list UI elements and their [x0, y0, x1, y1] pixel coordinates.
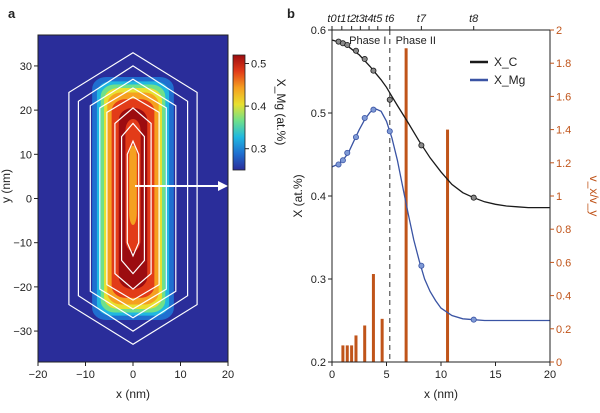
b-rtick-label: 0.8 [556, 224, 571, 236]
series-marker-1 [361, 114, 368, 121]
colorbar-tick-label: 0.3 [251, 144, 266, 156]
time-tick-label: t6 [385, 13, 395, 25]
series-marker-0 [470, 194, 477, 201]
heatmap-area [38, 35, 228, 362]
series-marker-0 [418, 142, 425, 149]
colorbar-label: X_Mg (at.%) [274, 79, 288, 146]
time-tick-label: t0 [327, 13, 337, 25]
nanowire-outline-5 [114, 107, 152, 290]
velocity-bar [446, 129, 450, 362]
phase-i-label: Phase I [349, 35, 386, 47]
colorbar-tick-label: 0.5 [251, 59, 266, 71]
b-xtick-label: 5 [383, 369, 389, 381]
colorbar-tick-label: 0.4 [251, 101, 266, 113]
b-ytick-label: 0.6 [311, 25, 326, 37]
b-xtick-label: 15 [489, 369, 501, 381]
b-xtick-label: 10 [435, 369, 447, 381]
b-ytick-label: 0.2 [311, 357, 326, 369]
a-xtick-label: 10 [174, 369, 186, 381]
phase-ii-label: Phase II [396, 35, 436, 47]
b-rtick-label: 1.6 [556, 91, 571, 103]
velocity-bar [354, 335, 358, 362]
legend-label-xc: X_C [494, 55, 518, 69]
series-marker-0 [344, 41, 351, 48]
colorbar-gradient [232, 54, 246, 171]
legend-label-xmg: X_Mg [494, 73, 525, 87]
profile-arrow [135, 181, 228, 191]
a-ytick-label: −30 [13, 326, 32, 338]
a-ytick-label: 30 [20, 61, 32, 73]
a-xtick-label: 20 [222, 369, 234, 381]
panel-b-ylabel: X (at.%) [291, 174, 305, 217]
panel-b-label: b [287, 6, 295, 21]
velocity-bar [350, 345, 354, 362]
b-ytick-label: 0.5 [311, 108, 326, 120]
series-marker-0 [370, 67, 377, 74]
b-rtick-label: 0.4 [556, 291, 571, 303]
nanowire-outline-6 [120, 122, 145, 275]
velocity-bar [371, 274, 375, 362]
a-xtick-label: 0 [130, 369, 136, 381]
b-xtick-label: 0 [329, 369, 335, 381]
a-ytick-label: −20 [13, 282, 32, 294]
series-marker-1 [344, 149, 351, 156]
time-tick-label: t7 [417, 13, 427, 25]
b-ytick-label: 0.4 [311, 191, 326, 203]
b-rtick-label: 0.6 [556, 257, 571, 269]
b-ytick-label: 0.3 [311, 274, 326, 286]
colorbar: 0.5 0.4 0.3 X_Mg (at.%) [232, 54, 288, 171]
time-tick-label: t2 [347, 13, 356, 25]
a-ytick-label: 20 [20, 105, 32, 117]
nanowire-outline-0 [68, 51, 198, 346]
series-marker-0 [361, 56, 368, 63]
b-rtick-label: 0.2 [556, 324, 571, 336]
series-marker-1 [335, 161, 342, 168]
b-rtick-label: 1.2 [556, 158, 571, 170]
panel-a-label: a [8, 6, 16, 21]
time-tick-label: t1 [337, 13, 346, 25]
velocity-bar [341, 345, 345, 362]
series-line-1 [331, 108, 550, 322]
time-tick-label: t5 [373, 13, 383, 25]
b-rtick-label: 2 [556, 25, 562, 37]
panel-b-ylabel-right: v_x/v_y [587, 176, 600, 217]
b-rtick-label: 1.8 [556, 58, 571, 70]
a-ytick-label: 10 [20, 149, 32, 161]
series-marker-1 [386, 128, 393, 135]
nanowire-outline-3 [99, 87, 167, 310]
panel-b-xlabel: x (nm) [424, 387, 458, 401]
time-tick-label: t8 [469, 13, 479, 25]
legend: X_C X_Mg [470, 55, 525, 87]
b-rtick-label: 0 [556, 357, 562, 369]
series-marker-1 [339, 157, 346, 164]
b-rtick-label: 1.4 [556, 125, 571, 137]
b-xtick-label: 20 [544, 369, 556, 381]
panel-a-ylabel: y (nm) [0, 169, 13, 203]
a-ytick-label: 0 [26, 194, 32, 206]
velocity-bar [380, 318, 384, 362]
panel-a-xlabel: x (nm) [116, 387, 150, 401]
nanowire-outline-4 [106, 96, 160, 301]
series-marker-0 [386, 96, 393, 103]
velocity-bar [345, 345, 349, 362]
time-tick-label: t4 [364, 13, 373, 25]
a-ytick-label: −10 [13, 238, 32, 250]
series-marker-1 [470, 316, 477, 323]
nanowire-outline-1 [77, 65, 189, 332]
heatmap-layer-8 [129, 145, 137, 226]
series-marker-0 [352, 47, 359, 54]
a-xtick-label: −20 [29, 369, 48, 381]
velocity-bar [363, 325, 367, 362]
time-tick-label: t3 [356, 13, 366, 25]
series-marker-1 [418, 262, 425, 269]
series-marker-1 [370, 106, 377, 113]
series-marker-1 [352, 134, 359, 141]
nanowire-outline-2 [89, 78, 177, 319]
a-xtick-label: −10 [76, 369, 95, 381]
b-rtick-label: 1 [556, 191, 562, 203]
nanowire-outline-7 [126, 139, 140, 258]
